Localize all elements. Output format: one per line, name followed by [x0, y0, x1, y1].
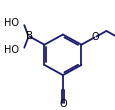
Text: HO: HO — [4, 18, 19, 28]
Text: O: O — [91, 32, 98, 42]
Text: B: B — [26, 31, 33, 41]
Text: O: O — [59, 99, 66, 109]
Text: HO: HO — [4, 45, 19, 55]
